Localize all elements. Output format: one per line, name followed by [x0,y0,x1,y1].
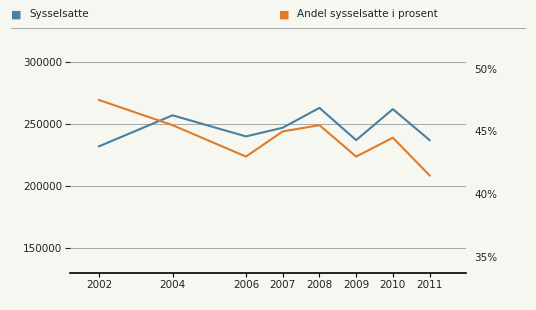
Text: ■: ■ [11,9,21,19]
Text: Andel sysselsatte i prosent: Andel sysselsatte i prosent [297,9,438,19]
Text: Sysselsatte: Sysselsatte [29,9,89,19]
Text: ■: ■ [279,9,289,19]
